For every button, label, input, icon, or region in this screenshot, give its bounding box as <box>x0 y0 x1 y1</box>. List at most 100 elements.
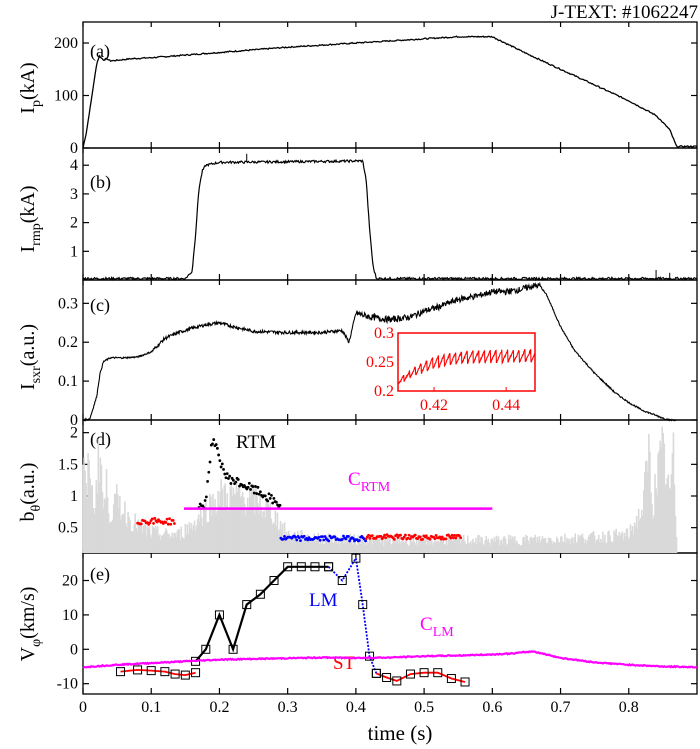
lm-label: LM <box>309 590 338 611</box>
rtm-label: RTM <box>236 432 276 453</box>
btheta-point <box>258 490 262 494</box>
btheta-point <box>255 492 259 495</box>
panel-a-ylabel-sub: p <box>29 100 44 107</box>
c-lm-threshold-line <box>82 650 698 669</box>
btheta-point <box>236 478 240 481</box>
panel-3-ytick-label: 0.2 <box>58 334 78 351</box>
btheta-point <box>211 442 214 446</box>
btheta-point <box>153 516 157 520</box>
isxr-inset-ytick-label: 0.2 <box>374 383 394 400</box>
btheta-point <box>256 485 260 489</box>
vphi-marker <box>405 669 415 679</box>
vphi-marker <box>358 600 368 610</box>
btheta-point <box>367 533 370 537</box>
panel-b-ylabel: Irmp(kA) <box>17 186 44 253</box>
panel-d-ylabel: bθ(a.u.) <box>17 463 44 522</box>
panel-1-ytick-label: 100 <box>54 88 78 105</box>
btheta-point <box>439 537 443 541</box>
btheta-point <box>257 492 261 496</box>
isxr-inset-xtick-label: 0.44 <box>492 397 520 414</box>
btheta-point <box>459 536 463 540</box>
panel-a-ylabel-unit: (kA) <box>17 62 39 100</box>
btheta-point <box>203 499 207 502</box>
vphi-marker <box>170 669 180 679</box>
btheta-point <box>229 482 233 485</box>
btheta-point <box>224 476 228 480</box>
btheta-point <box>450 533 454 537</box>
btheta-point <box>169 522 173 526</box>
panel-2-ytick-label: 4 <box>70 157 78 174</box>
btheta-point <box>252 491 256 495</box>
btheta-point <box>225 472 229 476</box>
btheta-point <box>418 535 422 539</box>
panel-e-ylabel-unit: (km/s) <box>17 587 39 639</box>
btheta-point <box>247 481 251 485</box>
x-axis-label: time (s) <box>368 721 433 745</box>
btheta-point <box>399 533 402 537</box>
panel-a-tag: (a) <box>90 41 110 62</box>
btheta-point <box>281 537 285 541</box>
btheta-point <box>351 537 355 540</box>
vphi-marker <box>371 668 381 678</box>
x-tick-label: 0.7 <box>551 699 571 716</box>
panel-d-ylabel-sub: θ <box>29 504 44 511</box>
btheta-point <box>368 536 372 540</box>
panel-4-ytick-label: 1 <box>70 488 78 505</box>
panel-5-ytick-label: -10 <box>57 676 78 693</box>
vphi-marker <box>337 576 347 586</box>
btheta-point <box>246 485 250 489</box>
panel-5-frame <box>82 552 698 695</box>
c-rtm-label: CRTM <box>348 469 391 495</box>
btheta-point <box>173 522 176 525</box>
panel-a-ylabel: Ip(kA) <box>17 62 44 113</box>
panel-b-ylabel-unit: (kA) <box>17 186 39 224</box>
btheta-point <box>406 536 410 540</box>
btheta-series-4 <box>364 533 463 542</box>
vphi-series-2-line <box>194 565 329 663</box>
btheta-point <box>268 496 272 500</box>
vphi-marker <box>146 666 156 676</box>
vphi-marker <box>382 672 392 682</box>
btheta-point <box>228 474 232 478</box>
btheta-point <box>270 493 273 497</box>
btheta-point <box>171 518 175 522</box>
vphi-marker <box>191 668 201 678</box>
btheta-point <box>321 535 324 539</box>
panel-3-ytick-label: 0 <box>70 412 78 429</box>
vphi-marker <box>269 576 279 586</box>
btheta-point <box>408 537 412 541</box>
btheta-point <box>454 536 458 540</box>
panel-c-ylabel-unit: (a.u.) <box>17 324 39 366</box>
c-rtm-sub: RTM <box>361 480 391 495</box>
btheta-point <box>165 517 169 521</box>
btheta-point <box>297 536 301 540</box>
btheta-point <box>340 538 344 541</box>
panel-b-tag: (b) <box>90 172 111 193</box>
btheta-point <box>274 500 278 504</box>
btheta-point <box>383 533 386 537</box>
c-lm-label: CLM <box>420 614 454 640</box>
panel-d-ylabel-unit: (a.u.) <box>17 463 39 505</box>
btheta-point <box>407 533 411 537</box>
btheta-point <box>223 472 227 476</box>
vphi-marker <box>255 589 265 599</box>
panel-1-ytick-label: 0 <box>70 140 78 157</box>
vphi-marker <box>310 562 320 572</box>
btheta-point <box>392 537 396 541</box>
btheta-point <box>379 534 383 538</box>
x-tick-label: 0.1 <box>141 699 161 716</box>
panel-e-ylabel: Vφ(km/s) <box>17 587 44 662</box>
panel-5-ytick-label: 20 <box>62 573 78 590</box>
vphi-marker <box>228 644 238 654</box>
btheta-point <box>271 501 275 505</box>
x-tick-label: 0.2 <box>209 699 229 716</box>
panel-4-ytick-label: 0.5 <box>58 520 78 537</box>
btheta-point <box>358 539 361 542</box>
btheta-point <box>434 533 438 537</box>
btheta-point <box>453 533 456 537</box>
btheta-point <box>212 438 216 441</box>
btheta-point <box>384 536 388 540</box>
btheta-point <box>150 517 154 521</box>
btheta-point <box>402 535 406 539</box>
panel-b-ylabel-sub: rmp <box>29 223 44 246</box>
